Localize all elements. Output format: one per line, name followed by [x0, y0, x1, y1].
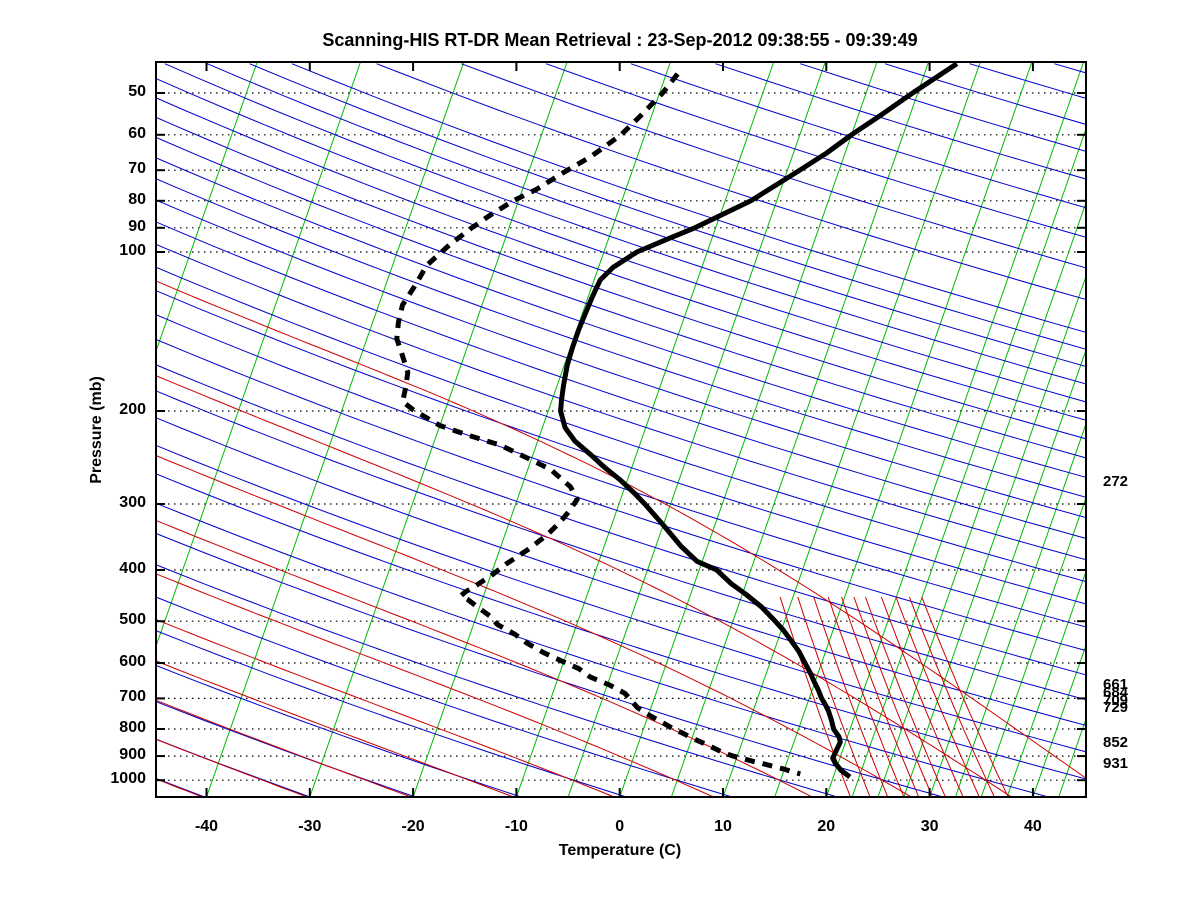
- temp-tick-label--20: -20: [401, 818, 425, 835]
- temp-tick-label--10: -10: [504, 818, 528, 835]
- pressure-tick-label-1000: 1000: [110, 770, 146, 788]
- pressure-tick-label-500: 500: [119, 611, 146, 629]
- x-axis-label: Temperature (C): [558, 842, 682, 859]
- level-label-684: 684: [1103, 684, 1129, 702]
- temp-tick-label--40: -40: [194, 818, 219, 835]
- chart-title: Scanning-HIS RT-DR Mean Retrieval : 23-S…: [322, 30, 918, 50]
- pressure-tick-label-60: 60: [128, 124, 146, 142]
- temp-tick-label-20: 20: [817, 818, 836, 835]
- temp-tick-label-10: 10: [714, 818, 732, 835]
- level-label-272: 272: [1103, 472, 1129, 490]
- level-label-852: 852: [1103, 734, 1129, 752]
- temp-tick-label-40: 40: [1023, 818, 1042, 835]
- pressure-tick-label-800: 800: [119, 719, 146, 737]
- pressure-tick-label-900: 900: [119, 746, 146, 764]
- level-label-661: 661: [1103, 676, 1129, 694]
- pressure-tick-label-70: 70: [128, 160, 146, 178]
- pressure-tick-label-100: 100: [119, 242, 146, 259]
- pressure-tick-label-80: 80: [128, 190, 146, 208]
- temp-tick-label-0: 0: [615, 818, 625, 835]
- temperature-profile: [558, 62, 959, 779]
- plot-area: [156, 62, 1086, 797]
- pressure-tick-label-300: 300: [119, 494, 146, 512]
- pressure-tick-label-600: 600: [119, 653, 146, 671]
- temp-tick-label--30: -30: [298, 818, 322, 835]
- y-axis-label: Pressure (mb): [88, 376, 105, 484]
- pressure-tick-label-700: 700: [119, 688, 146, 706]
- level-label-709: 709: [1103, 692, 1129, 710]
- pressure-tick-label-400: 400: [119, 560, 146, 578]
- level-label-931: 931: [1103, 754, 1129, 772]
- pressure-tick-label-200: 200: [119, 401, 146, 419]
- pressure-tick-label-90: 90: [128, 217, 146, 235]
- plot-frame: [155, 61, 1087, 798]
- level-label-729: 729: [1103, 698, 1129, 716]
- temp-tick-label-30: 30: [920, 818, 939, 835]
- pressure-tick-label-50: 50: [128, 83, 146, 100]
- dew_point-profile: [394, 72, 801, 777]
- axis-ticks: [156, 62, 1086, 797]
